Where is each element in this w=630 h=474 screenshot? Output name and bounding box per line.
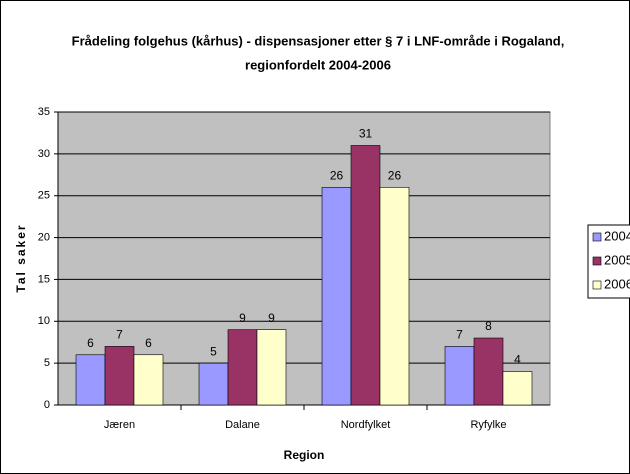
- legend-swatch: [592, 256, 602, 266]
- data-label: 4: [514, 353, 521, 367]
- bar: [198, 362, 229, 406]
- y-tick-label: 30: [38, 148, 50, 160]
- legend-label: 2005: [604, 252, 630, 267]
- bar: [321, 187, 352, 406]
- bar: [256, 329, 287, 406]
- data-label: 8: [485, 319, 492, 333]
- data-label: 26: [330, 169, 344, 183]
- data-label: 31: [359, 127, 373, 141]
- legend-label: 2006: [604, 276, 630, 291]
- bar: [75, 354, 106, 406]
- bar: [444, 346, 475, 406]
- bar: [502, 371, 533, 406]
- legend-swatch: [592, 280, 602, 290]
- y-axis-label: Tal saker: [14, 223, 28, 292]
- x-tick-label: Ryfylke: [470, 419, 506, 431]
- legend-swatch: [592, 232, 602, 242]
- chart-title: regionfordelt 2004-2006: [245, 57, 391, 72]
- bar: [379, 187, 410, 406]
- x-tick-label: Jæren: [104, 419, 135, 431]
- x-tick-label: Dalane: [225, 419, 260, 431]
- legend-label: 2004: [604, 228, 630, 243]
- y-tick-label: 0: [44, 399, 50, 411]
- bar: [133, 354, 164, 406]
- y-tick-label: 5: [44, 357, 50, 369]
- data-label: 26: [388, 169, 402, 183]
- data-label: 6: [145, 336, 152, 350]
- bar: [104, 346, 135, 406]
- chart-title: Frådeling folgehus (kårhus) - dispensasj…: [72, 33, 565, 48]
- y-tick-label: 25: [38, 190, 50, 202]
- data-label: 9: [268, 311, 275, 325]
- bar: [227, 329, 258, 406]
- data-label: 5: [210, 344, 217, 358]
- y-tick-label: 35: [38, 106, 50, 118]
- y-tick-label: 20: [38, 231, 50, 243]
- x-axis-label: Region: [284, 448, 325, 462]
- data-label: 7: [116, 328, 123, 342]
- y-tick-label: 10: [38, 315, 50, 327]
- data-label: 7: [456, 328, 463, 342]
- y-tick-label: 15: [38, 273, 50, 285]
- x-tick-label: Nordfylket: [341, 419, 391, 431]
- data-label: 6: [87, 336, 94, 350]
- data-label: 9: [239, 311, 246, 325]
- bar: [350, 145, 381, 406]
- bar: [473, 337, 504, 406]
